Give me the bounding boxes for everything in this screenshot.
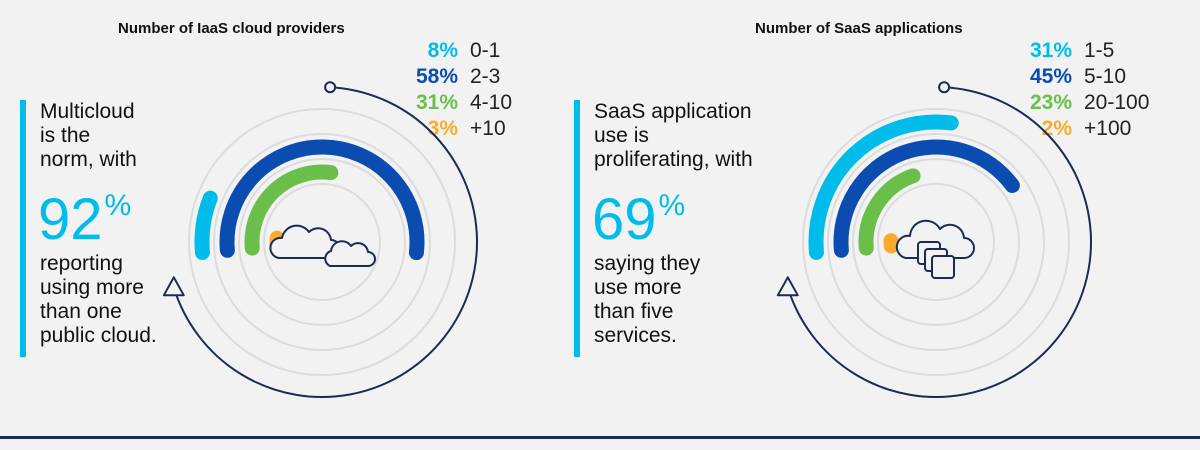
saas-callout-line: SaaS application bbox=[594, 100, 752, 123]
legend-value: 31% bbox=[1029, 39, 1072, 62]
iaas-callout-line: using more bbox=[40, 276, 144, 299]
iaas-callout-line: is the bbox=[40, 124, 91, 147]
legend-value: 31% bbox=[415, 91, 458, 114]
guide-ring bbox=[802, 108, 1070, 376]
guide-ring bbox=[852, 158, 1020, 326]
iaas-callout: Multicloud is the norm, with 92% reporti… bbox=[20, 100, 190, 357]
saas-radial-chart bbox=[776, 81, 1092, 398]
saas-callout: SaaS application use is proliferating, w… bbox=[574, 100, 804, 357]
legend-row: 45% 5-10 bbox=[1014, 64, 1149, 90]
legend-label: 5-10 bbox=[1084, 65, 1127, 88]
saas-callout-line: use more bbox=[594, 276, 682, 299]
legend-row: 58% 2-3 bbox=[400, 64, 512, 90]
iaas-bar-2-3 bbox=[219, 139, 425, 261]
guide-ring bbox=[263, 183, 381, 301]
saas-bar-1-5 bbox=[808, 114, 959, 260]
legend-row: 23% 20-100 bbox=[1014, 90, 1149, 116]
legend-value: 45% bbox=[1029, 65, 1072, 88]
outer-arrow-arc bbox=[172, 86, 478, 398]
legend-label: 20-100 bbox=[1084, 91, 1150, 114]
guide-ring bbox=[213, 133, 431, 351]
saas-callout-line: than five bbox=[594, 300, 674, 323]
saas-bar-5-10 bbox=[833, 139, 1020, 258]
legend-label: +10 bbox=[470, 117, 506, 140]
iaas-callout-line: than one bbox=[40, 300, 122, 323]
cloud-icon bbox=[269, 224, 376, 267]
iaas-bar-0-1 bbox=[194, 190, 218, 260]
legend-row: 31% 1-5 bbox=[1014, 38, 1149, 64]
iaas-radial-chart bbox=[162, 81, 478, 398]
legend-value: 2% bbox=[1041, 117, 1072, 140]
legend-value: 23% bbox=[1029, 91, 1072, 114]
saas-big-stat: 69% bbox=[592, 174, 804, 252]
legend-value: 8% bbox=[427, 39, 458, 62]
iaas-chart-title: Number of IaaS cloud providers bbox=[118, 20, 345, 37]
legend-row: 3% +10 bbox=[400, 116, 512, 142]
bottom-divider bbox=[0, 436, 1200, 439]
saas-callout-line: services. bbox=[594, 324, 677, 347]
iaas-callout-line: norm, with bbox=[40, 148, 137, 171]
saas-callout-line: proliferating, with bbox=[594, 148, 753, 171]
saas-callout-line: saying they bbox=[594, 252, 701, 275]
guide-ring bbox=[188, 108, 456, 376]
outer-arrow-arc bbox=[786, 86, 1092, 398]
legend-row: 31% 4-10 bbox=[400, 90, 512, 116]
legend-label: 2-3 bbox=[470, 65, 501, 88]
iaas-bar-4-10 bbox=[244, 164, 339, 256]
iaas-callout-line: public cloud. bbox=[40, 324, 157, 347]
cloud-apps-icon bbox=[895, 219, 975, 279]
legend-value: 3% bbox=[427, 117, 458, 140]
iaas-big-value: 92 bbox=[38, 187, 103, 252]
arc-arrowhead bbox=[776, 276, 799, 297]
guide-ring bbox=[238, 158, 406, 326]
legend-row: 8% 0-1 bbox=[400, 38, 512, 64]
legend-label: +100 bbox=[1084, 117, 1132, 140]
legend-row: 2% +100 bbox=[1014, 116, 1149, 142]
iaas-big-unit: % bbox=[104, 189, 132, 222]
saas-legend: 31% 1-5 45% 5-10 23% 20-100 2% +100 bbox=[1014, 38, 1149, 142]
saas-bar-20-100 bbox=[858, 168, 921, 256]
saas-big-unit: % bbox=[658, 189, 686, 222]
legend-label: 0-1 bbox=[470, 39, 501, 62]
arc-arrowhead bbox=[162, 276, 185, 297]
legend-value: 58% bbox=[415, 65, 458, 88]
legend-label: 4-10 bbox=[470, 91, 513, 114]
iaas-callout-line: reporting bbox=[40, 252, 123, 275]
iaas-legend: 8% 0-1 58% 2-3 31% 4-10 3% +10 bbox=[400, 38, 512, 142]
iaas-callout-line: Multicloud bbox=[40, 100, 135, 123]
saas-callout-line: use is bbox=[594, 124, 649, 147]
arc-start-marker bbox=[324, 81, 337, 94]
saas-big-value: 69 bbox=[592, 187, 657, 252]
iaas-big-stat: 92% bbox=[38, 174, 190, 252]
guide-ring bbox=[877, 183, 995, 301]
saas-chart-title: Number of SaaS applications bbox=[755, 20, 963, 37]
arc-start-marker bbox=[938, 81, 951, 94]
legend-label: 1-5 bbox=[1084, 39, 1115, 62]
guide-ring bbox=[827, 133, 1045, 351]
